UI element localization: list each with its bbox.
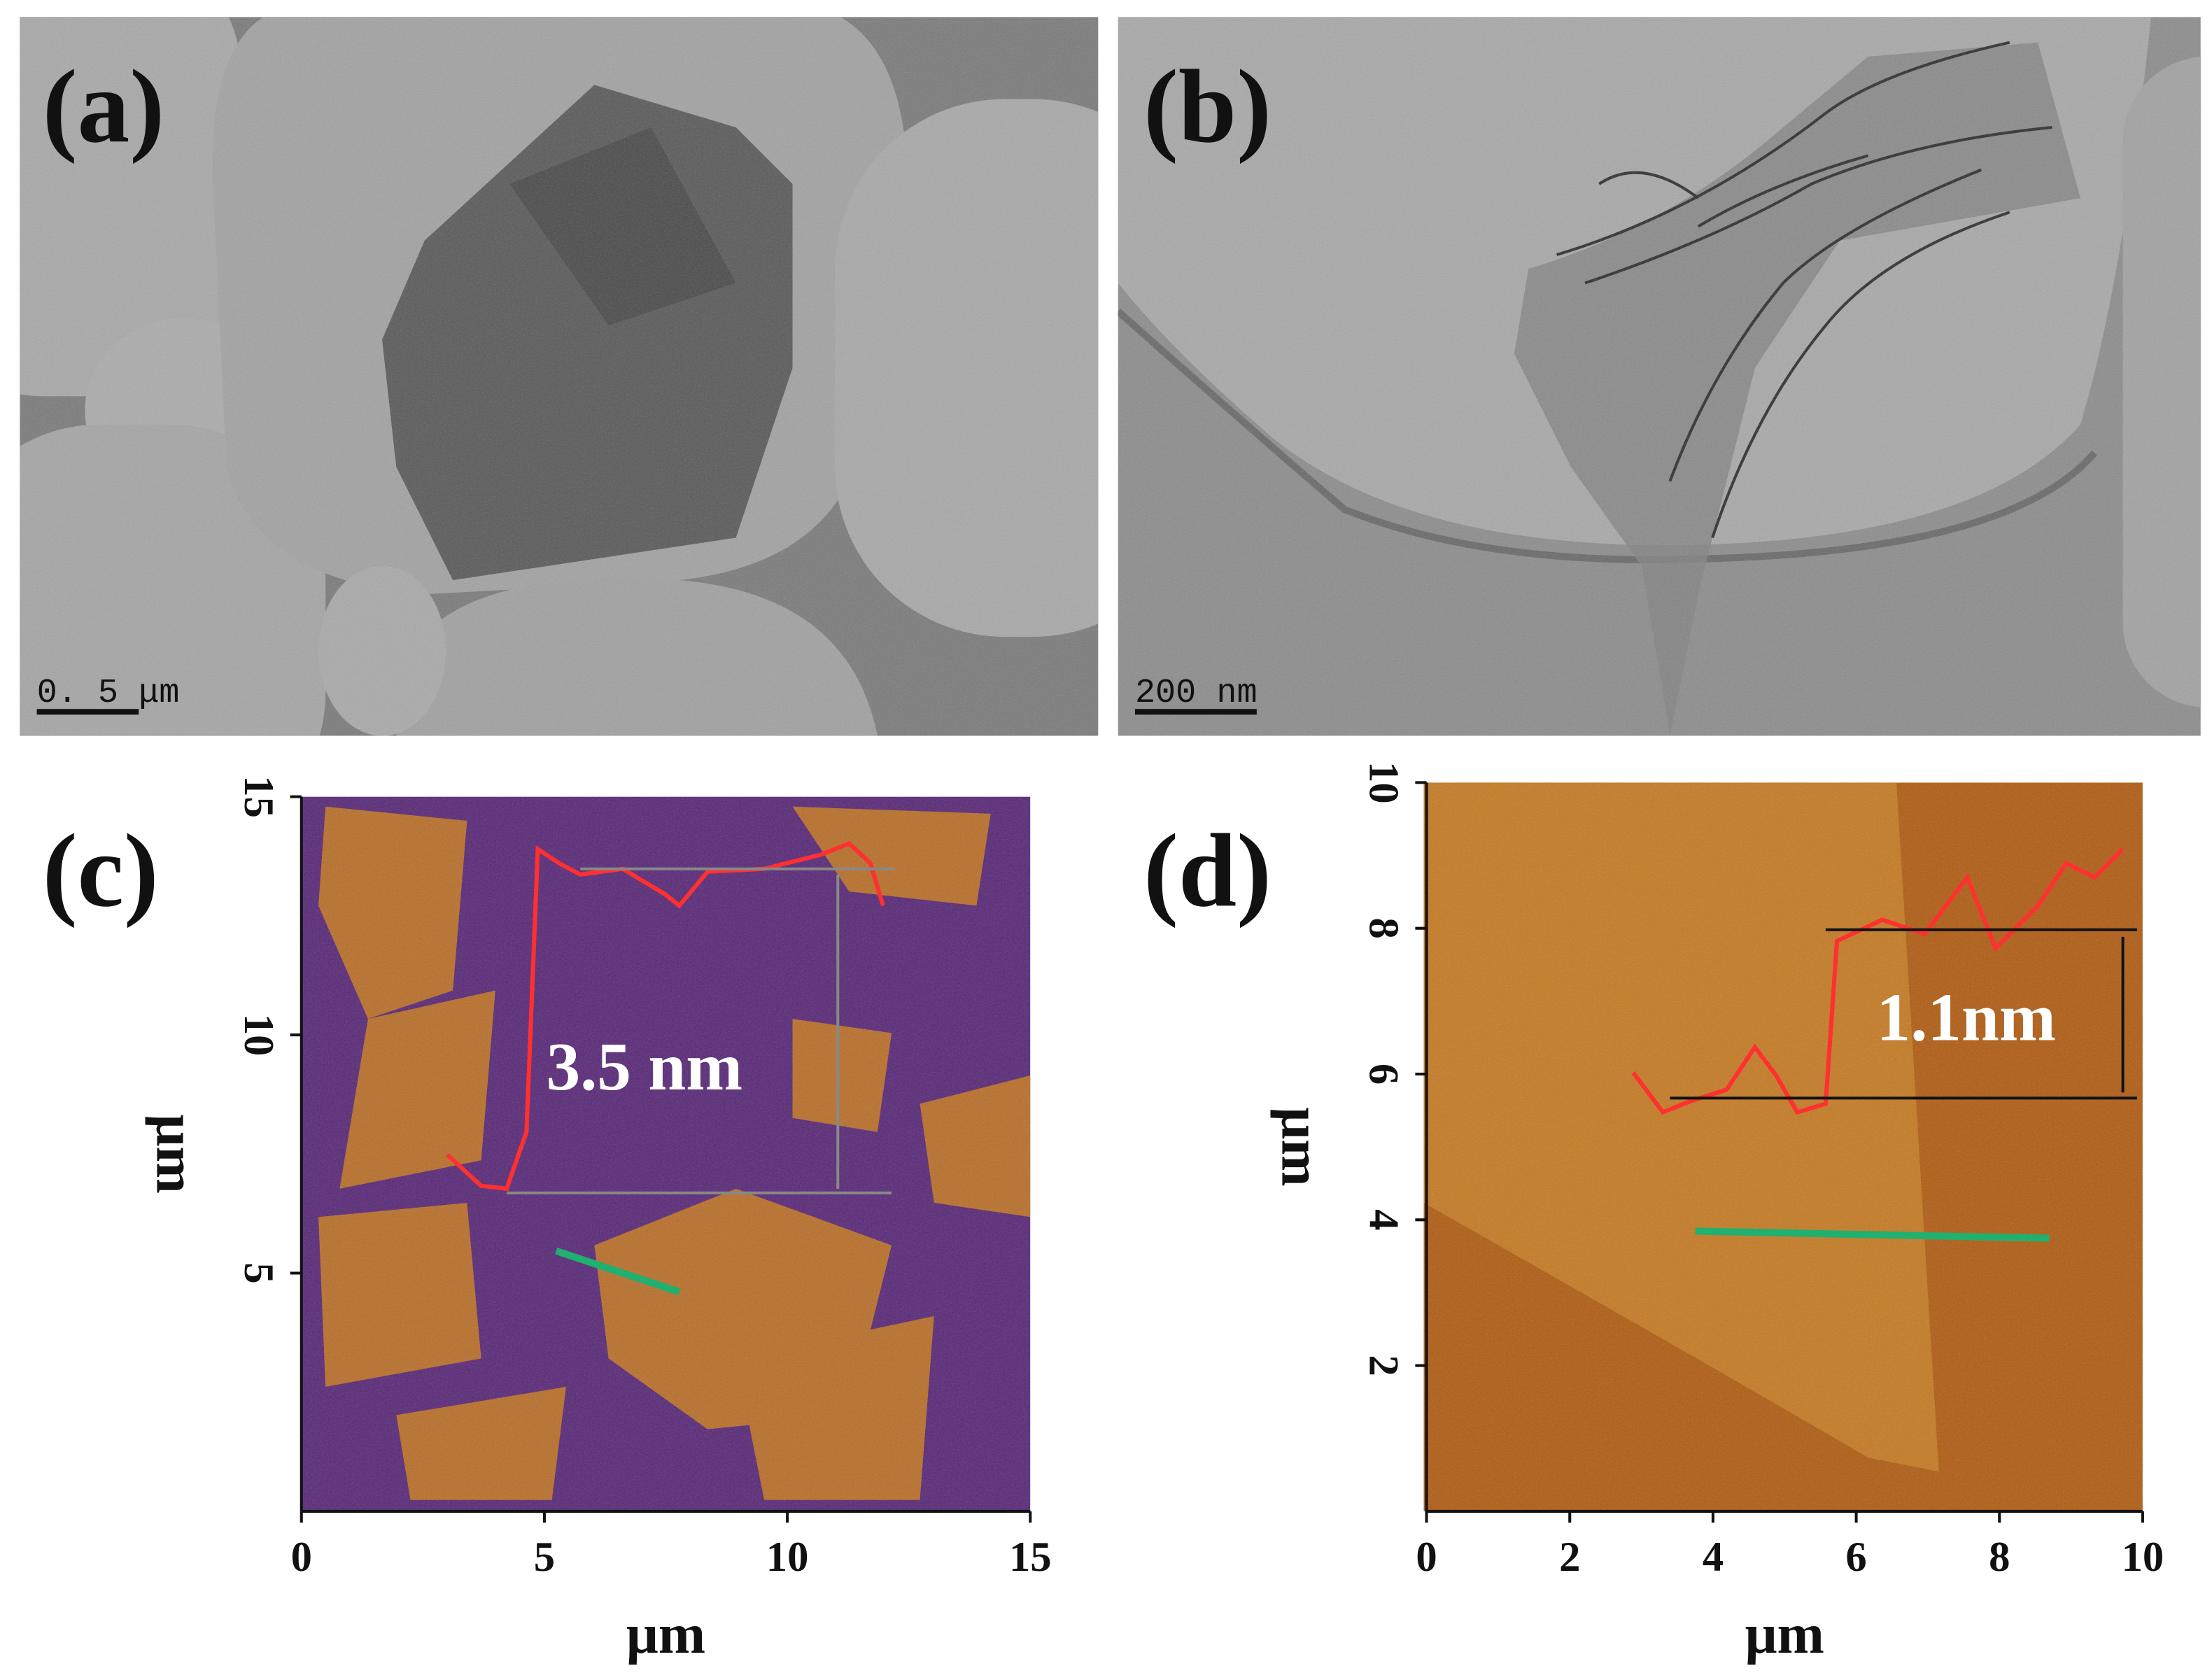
- x-tick-label: 15: [1009, 1534, 1052, 1581]
- height-profile: [1631, 847, 2125, 1115]
- afm-image-c: [301, 796, 1031, 1511]
- y-tick-label: 6: [1360, 1064, 1407, 1085]
- x-tick-label: 0: [291, 1534, 312, 1581]
- x-axis-label: μm: [1745, 1603, 1824, 1665]
- y-axis-label: μm: [1269, 1108, 1332, 1187]
- x-tick-label: 4: [1703, 1534, 1724, 1581]
- y-tick-label: 2: [1360, 1355, 1407, 1376]
- scan-line: [1695, 1227, 2050, 1242]
- x-axis-label: μm: [626, 1603, 705, 1665]
- height-profile: [446, 840, 885, 1192]
- y-tick-label: 4: [1360, 1209, 1407, 1230]
- scale-bar-label: 0. 5 μm: [37, 674, 180, 712]
- tem-image-b: [1118, 17, 2201, 736]
- x-tick-label: 0: [1416, 1534, 1437, 1581]
- scan-line: [555, 1248, 681, 1296]
- panel-label: (a): [43, 49, 164, 164]
- tem-image-a: [20, 17, 1099, 736]
- y-tick-label: 10: [235, 1014, 282, 1057]
- afm-image-d: [1423, 782, 2143, 1511]
- panel-label: (c): [43, 813, 159, 929]
- y-tick-label: 15: [235, 775, 282, 818]
- y-tick-label: 10: [1360, 761, 1407, 804]
- y-axis-label: μm: [144, 1115, 206, 1194]
- height-annotation: 1.1nm: [1877, 979, 2056, 1054]
- y-tick-label: 5: [235, 1262, 282, 1283]
- panel-label: (b): [1143, 49, 1271, 164]
- x-tick-label: 8: [1989, 1534, 2010, 1581]
- x-tick-label: 2: [1559, 1534, 1580, 1581]
- x-tick-label: 6: [1845, 1534, 1866, 1581]
- x-tick-label: 10: [766, 1534, 809, 1581]
- panel-label: (d): [1143, 813, 1271, 929]
- scale-bar-label: 200 nm: [1135, 674, 1258, 712]
- x-tick-label: 5: [534, 1534, 555, 1581]
- x-tick-label: 10: [2122, 1534, 2164, 1581]
- height-annotation: 3.5 nm: [547, 1029, 742, 1104]
- y-tick-label: 8: [1360, 918, 1407, 939]
